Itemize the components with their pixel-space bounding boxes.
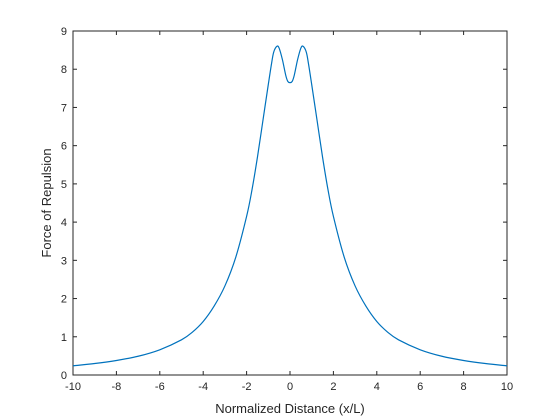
x-axis-label: Normalized Distance (x/L) (215, 401, 365, 416)
x-tick-label: 2 (330, 381, 336, 393)
y-tick-label: 6 (61, 141, 67, 153)
x-tick-label: 4 (374, 381, 380, 393)
x-axis-ticks: -10 -8 -6 -4 -2 0 2 4 6 8 10 (65, 31, 513, 393)
x-tick-label: 0 (287, 381, 293, 393)
x-tick-label: 10 (501, 381, 513, 393)
y-tick-label: 1 (61, 332, 67, 344)
y-tick-label: 8 (61, 64, 67, 76)
y-tick-label: 4 (61, 217, 67, 229)
x-tick-label: 8 (461, 381, 467, 393)
x-tick-label: -4 (198, 381, 208, 393)
x-tick-label: -8 (112, 381, 122, 393)
y-axis-label: Force of Repulsion (39, 148, 54, 257)
plot-area (72, 30, 508, 376)
x-tick-label: -10 (65, 381, 81, 393)
y-tick-label: 5 (61, 179, 67, 191)
x-tick-label: -6 (155, 381, 165, 393)
y-tick-label: 2 (61, 294, 67, 306)
x-tick-label: -2 (242, 381, 252, 393)
series-line (72, 45, 508, 367)
y-tick-label: 7 (61, 102, 67, 114)
y-tick-label: 0 (61, 370, 67, 382)
y-tick-label: 3 (61, 255, 67, 267)
x-tick-label: 6 (417, 381, 423, 393)
y-axis-ticks: 0 1 2 3 4 5 6 7 8 9 (61, 26, 507, 382)
y-tick-label: 9 (61, 26, 67, 38)
